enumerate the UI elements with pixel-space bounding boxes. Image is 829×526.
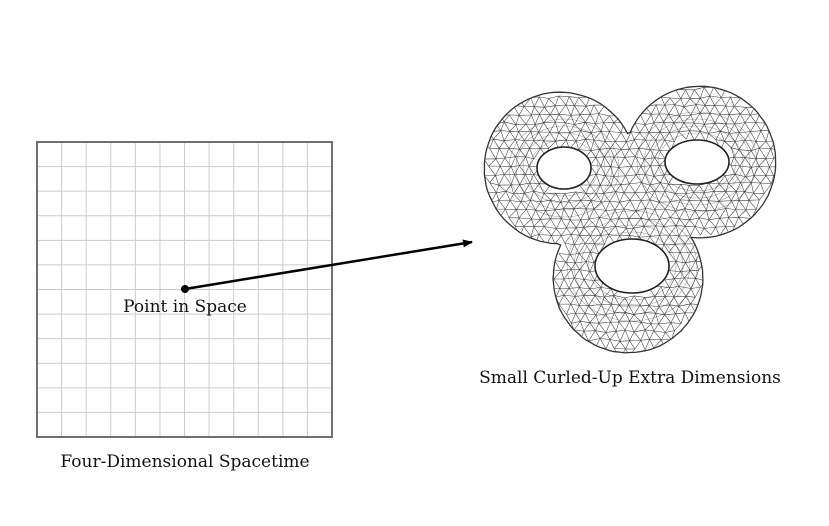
torus-holes [536, 139, 730, 294]
spacetime-grid [36, 141, 333, 438]
triangle-mesh [484, 86, 776, 353]
torus-contour-ring [657, 132, 737, 192]
connection-arrow [184, 239, 473, 291]
extra-dimensions-label: Small Curled-Up Extra Dimensions [479, 368, 781, 388]
torus-hole [536, 146, 592, 190]
torus-contour-ring [522, 132, 606, 204]
torus-contour-ring [566, 210, 698, 322]
torus-hole [594, 238, 670, 294]
torus-outline [483, 85, 777, 354]
torus-contour-ring [529, 139, 599, 197]
point-in-space-dot [181, 285, 189, 293]
torus-contour-ring [643, 118, 751, 206]
torus-contour-ring [515, 125, 613, 211]
torus-contour-ring [650, 125, 744, 199]
torus-contour-ring [573, 217, 691, 315]
torus-contour-ring [580, 224, 684, 308]
torus-contour-ring [587, 231, 677, 301]
torus-contour-ring [636, 111, 758, 213]
torus-mesh-lines [484, 86, 776, 353]
triple-torus-mesh [483, 85, 777, 354]
point-in-space-label: Point in Space [123, 297, 247, 317]
torus-hole [664, 139, 730, 185]
spacetime-label: Four-Dimensional Spacetime [60, 452, 310, 472]
torus-contour-ring [508, 118, 620, 218]
spacetime-grid-border [36, 141, 333, 438]
grid-lines [37, 142, 332, 437]
